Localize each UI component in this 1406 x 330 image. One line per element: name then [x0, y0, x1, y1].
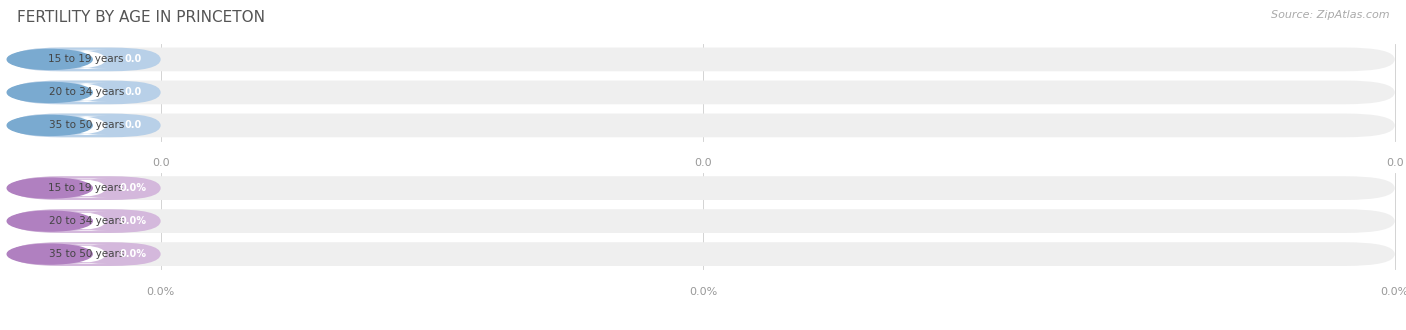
FancyBboxPatch shape: [11, 48, 1395, 71]
FancyBboxPatch shape: [11, 176, 1395, 200]
FancyBboxPatch shape: [11, 176, 160, 200]
Text: Source: ZipAtlas.com: Source: ZipAtlas.com: [1271, 10, 1389, 20]
Text: 0.0: 0.0: [152, 158, 170, 168]
Circle shape: [7, 211, 93, 231]
FancyBboxPatch shape: [11, 242, 1395, 266]
FancyBboxPatch shape: [11, 114, 1395, 137]
Text: 0.0: 0.0: [125, 54, 142, 64]
FancyBboxPatch shape: [65, 116, 108, 135]
FancyBboxPatch shape: [108, 245, 157, 264]
FancyBboxPatch shape: [108, 83, 157, 102]
Text: 15 to 19 years: 15 to 19 years: [48, 54, 124, 64]
FancyBboxPatch shape: [65, 245, 108, 264]
FancyBboxPatch shape: [11, 114, 160, 137]
Circle shape: [7, 82, 93, 102]
Text: 0.0%: 0.0%: [120, 183, 146, 193]
Circle shape: [7, 178, 93, 198]
FancyBboxPatch shape: [108, 116, 157, 135]
Text: 0.0%: 0.0%: [120, 216, 146, 226]
Text: 20 to 34 years: 20 to 34 years: [49, 216, 124, 226]
FancyBboxPatch shape: [11, 48, 160, 71]
FancyBboxPatch shape: [11, 209, 1395, 233]
Text: 15 to 19 years: 15 to 19 years: [48, 183, 124, 193]
FancyBboxPatch shape: [108, 50, 157, 69]
Text: FERTILITY BY AGE IN PRINCETON: FERTILITY BY AGE IN PRINCETON: [17, 10, 264, 25]
Text: 0.0%: 0.0%: [120, 249, 146, 259]
Circle shape: [7, 115, 93, 135]
FancyBboxPatch shape: [11, 81, 160, 104]
FancyBboxPatch shape: [11, 209, 160, 233]
Text: 35 to 50 years: 35 to 50 years: [49, 120, 124, 130]
Text: 0.0: 0.0: [1386, 158, 1403, 168]
Circle shape: [7, 244, 93, 264]
FancyBboxPatch shape: [108, 212, 157, 231]
FancyBboxPatch shape: [108, 179, 157, 198]
FancyBboxPatch shape: [65, 50, 108, 69]
Text: 0.0: 0.0: [125, 87, 142, 97]
Text: 0.0: 0.0: [695, 158, 711, 168]
Text: 35 to 50 years: 35 to 50 years: [49, 249, 124, 259]
Text: 20 to 34 years: 20 to 34 years: [49, 87, 124, 97]
FancyBboxPatch shape: [65, 83, 108, 102]
Text: 0.0%: 0.0%: [146, 287, 174, 297]
FancyBboxPatch shape: [65, 212, 108, 231]
FancyBboxPatch shape: [65, 179, 108, 198]
Text: 0.0: 0.0: [125, 120, 142, 130]
Text: 0.0%: 0.0%: [1381, 287, 1406, 297]
FancyBboxPatch shape: [11, 242, 160, 266]
FancyBboxPatch shape: [11, 81, 1395, 104]
Text: 0.0%: 0.0%: [689, 287, 717, 297]
Circle shape: [7, 50, 93, 69]
